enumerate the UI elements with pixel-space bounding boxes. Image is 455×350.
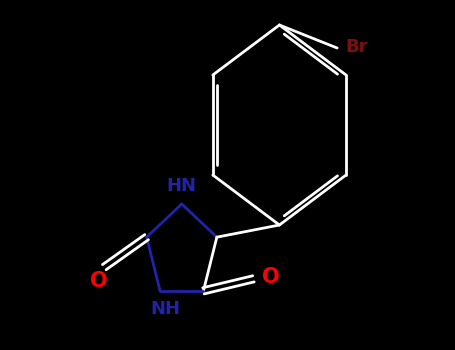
Text: NH: NH bbox=[150, 300, 180, 317]
Text: Br: Br bbox=[346, 38, 369, 56]
Text: HN: HN bbox=[167, 177, 197, 195]
Text: O: O bbox=[262, 267, 280, 287]
Text: O: O bbox=[90, 271, 108, 290]
